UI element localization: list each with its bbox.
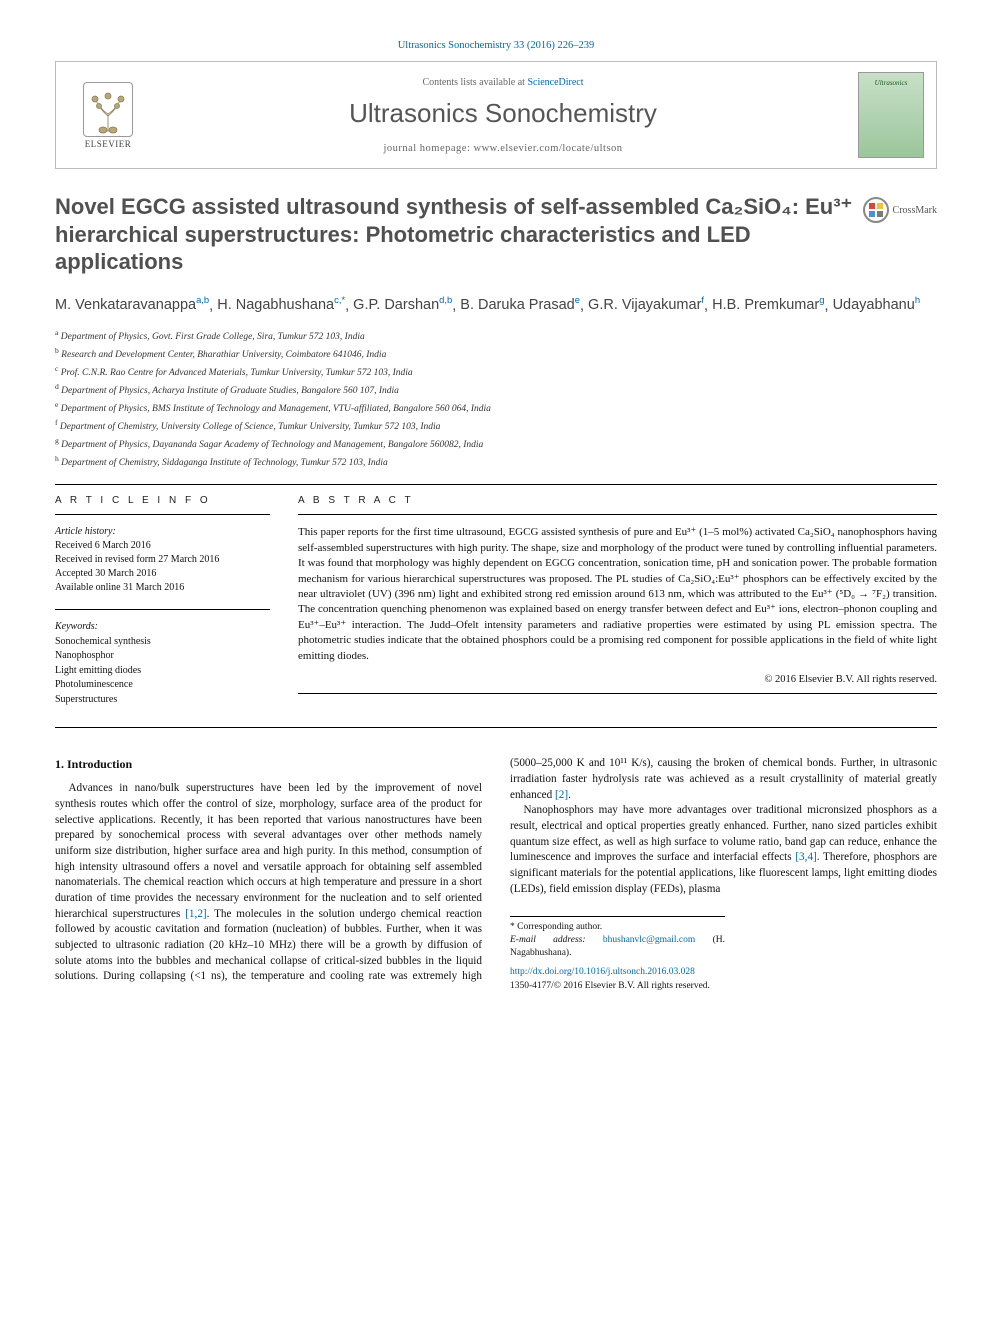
email-link[interactable]: bhushanvlc@gmail.com <box>603 935 695 945</box>
history-label: Article history: <box>55 525 270 539</box>
publisher-logo: ELSEVIER <box>68 75 148 155</box>
citation-line: Ultrasonics Sonochemistry 33 (2016) 226–… <box>55 40 937 51</box>
affiliation: g Department of Physics, Dayananda Sagar… <box>55 435 937 453</box>
author: G.P. Darshand,b <box>353 297 452 313</box>
email-line: E-mail address: bhushanvlc@gmail.com (H.… <box>510 934 725 961</box>
history-line: Received in revised form 27 March 2016 <box>55 553 270 567</box>
homepage-prefix: journal homepage: <box>383 143 473 154</box>
keyword: Superstructures <box>55 693 270 708</box>
affiliation-list: a Department of Physics, Govt. First Gra… <box>55 327 937 470</box>
affiliation: h Department of Chemistry, Siddaganga In… <box>55 453 937 471</box>
divider <box>55 484 937 485</box>
article-history: Article history: Received 6 March 2016 R… <box>55 525 270 595</box>
doi-link[interactable]: http://dx.doi.org/10.1016/j.ultsonch.201… <box>510 967 695 977</box>
citation-link[interactable]: [1,2] <box>185 908 206 920</box>
journal-homepage: journal homepage: www.elsevier.com/locat… <box>148 143 858 154</box>
para-text: . The molecules in <box>207 908 296 920</box>
abstract-copyright: © 2016 Elsevier B.V. All rights reserved… <box>298 674 937 685</box>
keyword: Photoluminescence <box>55 678 270 693</box>
author: H. Nagabhushanac,* <box>217 297 345 313</box>
crossmark-badge[interactable]: CrossMark <box>863 197 937 223</box>
corresponding-author: * Corresponding author. <box>510 921 725 934</box>
author: B. Daruka Prasade <box>460 297 580 313</box>
article-info-label: A R T I C L E I N F O <box>55 495 270 506</box>
author-list: M. Venkataravanappaa,b, H. Nagabhushanac… <box>55 294 937 318</box>
crossmark-label: CrossMark <box>893 205 937 216</box>
contents-available: Contents lists available at ScienceDirec… <box>148 77 858 88</box>
crossmark-icon <box>863 197 889 223</box>
homepage-url[interactable]: www.elsevier.com/locate/ultson <box>474 143 623 154</box>
keyword: Nanophosphor <box>55 649 270 664</box>
journal-title: Ultrasonics Sonochemistry <box>148 98 858 129</box>
affiliation: e Department of Physics, BMS Institute o… <box>55 399 937 417</box>
affiliation: d Department of Physics, Acharya Institu… <box>55 381 937 399</box>
journal-header: ELSEVIER Contents lists available at Sci… <box>55 61 937 169</box>
history-line: Received 6 March 2016 <box>55 539 270 553</box>
journal-cover-thumb: Ultrasonics <box>858 72 924 158</box>
citation-link[interactable]: [3,4] <box>795 851 816 863</box>
keywords-block: Keywords: Sonochemical synthesis Nanopho… <box>55 620 270 707</box>
author: G.R. Vijayakumarf <box>588 297 704 313</box>
issn-copyright: 1350-4177/© 2016 Elsevier B.V. All right… <box>510 981 710 991</box>
citation-link[interactable]: [2] <box>555 789 568 801</box>
history-line: Accepted 30 March 2016 <box>55 567 270 581</box>
author: Udayabhanuh <box>833 297 920 313</box>
footnote-block: * Corresponding author. E-mail address: … <box>510 916 725 993</box>
divider <box>55 727 937 728</box>
elsevier-tree-icon <box>83 82 133 137</box>
affiliation: a Department of Physics, Govt. First Gra… <box>55 327 937 345</box>
body-text: 1. Introduction Advances in nano/bulk su… <box>55 756 937 993</box>
body-paragraph: Nanophosphors may have more advantages o… <box>510 803 937 897</box>
affiliation: f Department of Chemistry, University Co… <box>55 417 937 435</box>
para-text: Advances in nano/bulk superstructures ha… <box>55 782 482 919</box>
keyword: Light emitting diodes <box>55 664 270 679</box>
keyword: Sonochemical synthesis <box>55 635 270 650</box>
divider <box>55 514 270 515</box>
paper-title: Novel EGCG assisted ultrasound synthesis… <box>55 193 865 276</box>
abstract-label: A B S T R A C T <box>298 495 937 506</box>
section-heading: 1. Introduction <box>55 756 482 773</box>
affiliation: c Prof. C.N.R. Rao Centre for Advanced M… <box>55 363 937 381</box>
affiliation: b Research and Development Center, Bhara… <box>55 345 937 363</box>
email-label: E-mail address: <box>510 935 603 945</box>
history-line: Available online 31 March 2016 <box>55 581 270 595</box>
doi-block: http://dx.doi.org/10.1016/j.ultsonch.201… <box>510 966 725 993</box>
divider <box>298 514 937 515</box>
keywords-label: Keywords: <box>55 620 270 635</box>
author: H.B. Premkumarg <box>712 297 824 313</box>
sciencedirect-link[interactable]: ScienceDirect <box>527 77 583 88</box>
contents-prefix: Contents lists available at <box>422 77 527 88</box>
abstract-text: This paper reports for the first time ul… <box>298 525 937 664</box>
publisher-name: ELSEVIER <box>85 139 132 149</box>
divider <box>55 609 270 610</box>
author: M. Venkataravanappaa,b <box>55 297 209 313</box>
para-text: . <box>568 789 571 801</box>
divider <box>298 693 937 694</box>
